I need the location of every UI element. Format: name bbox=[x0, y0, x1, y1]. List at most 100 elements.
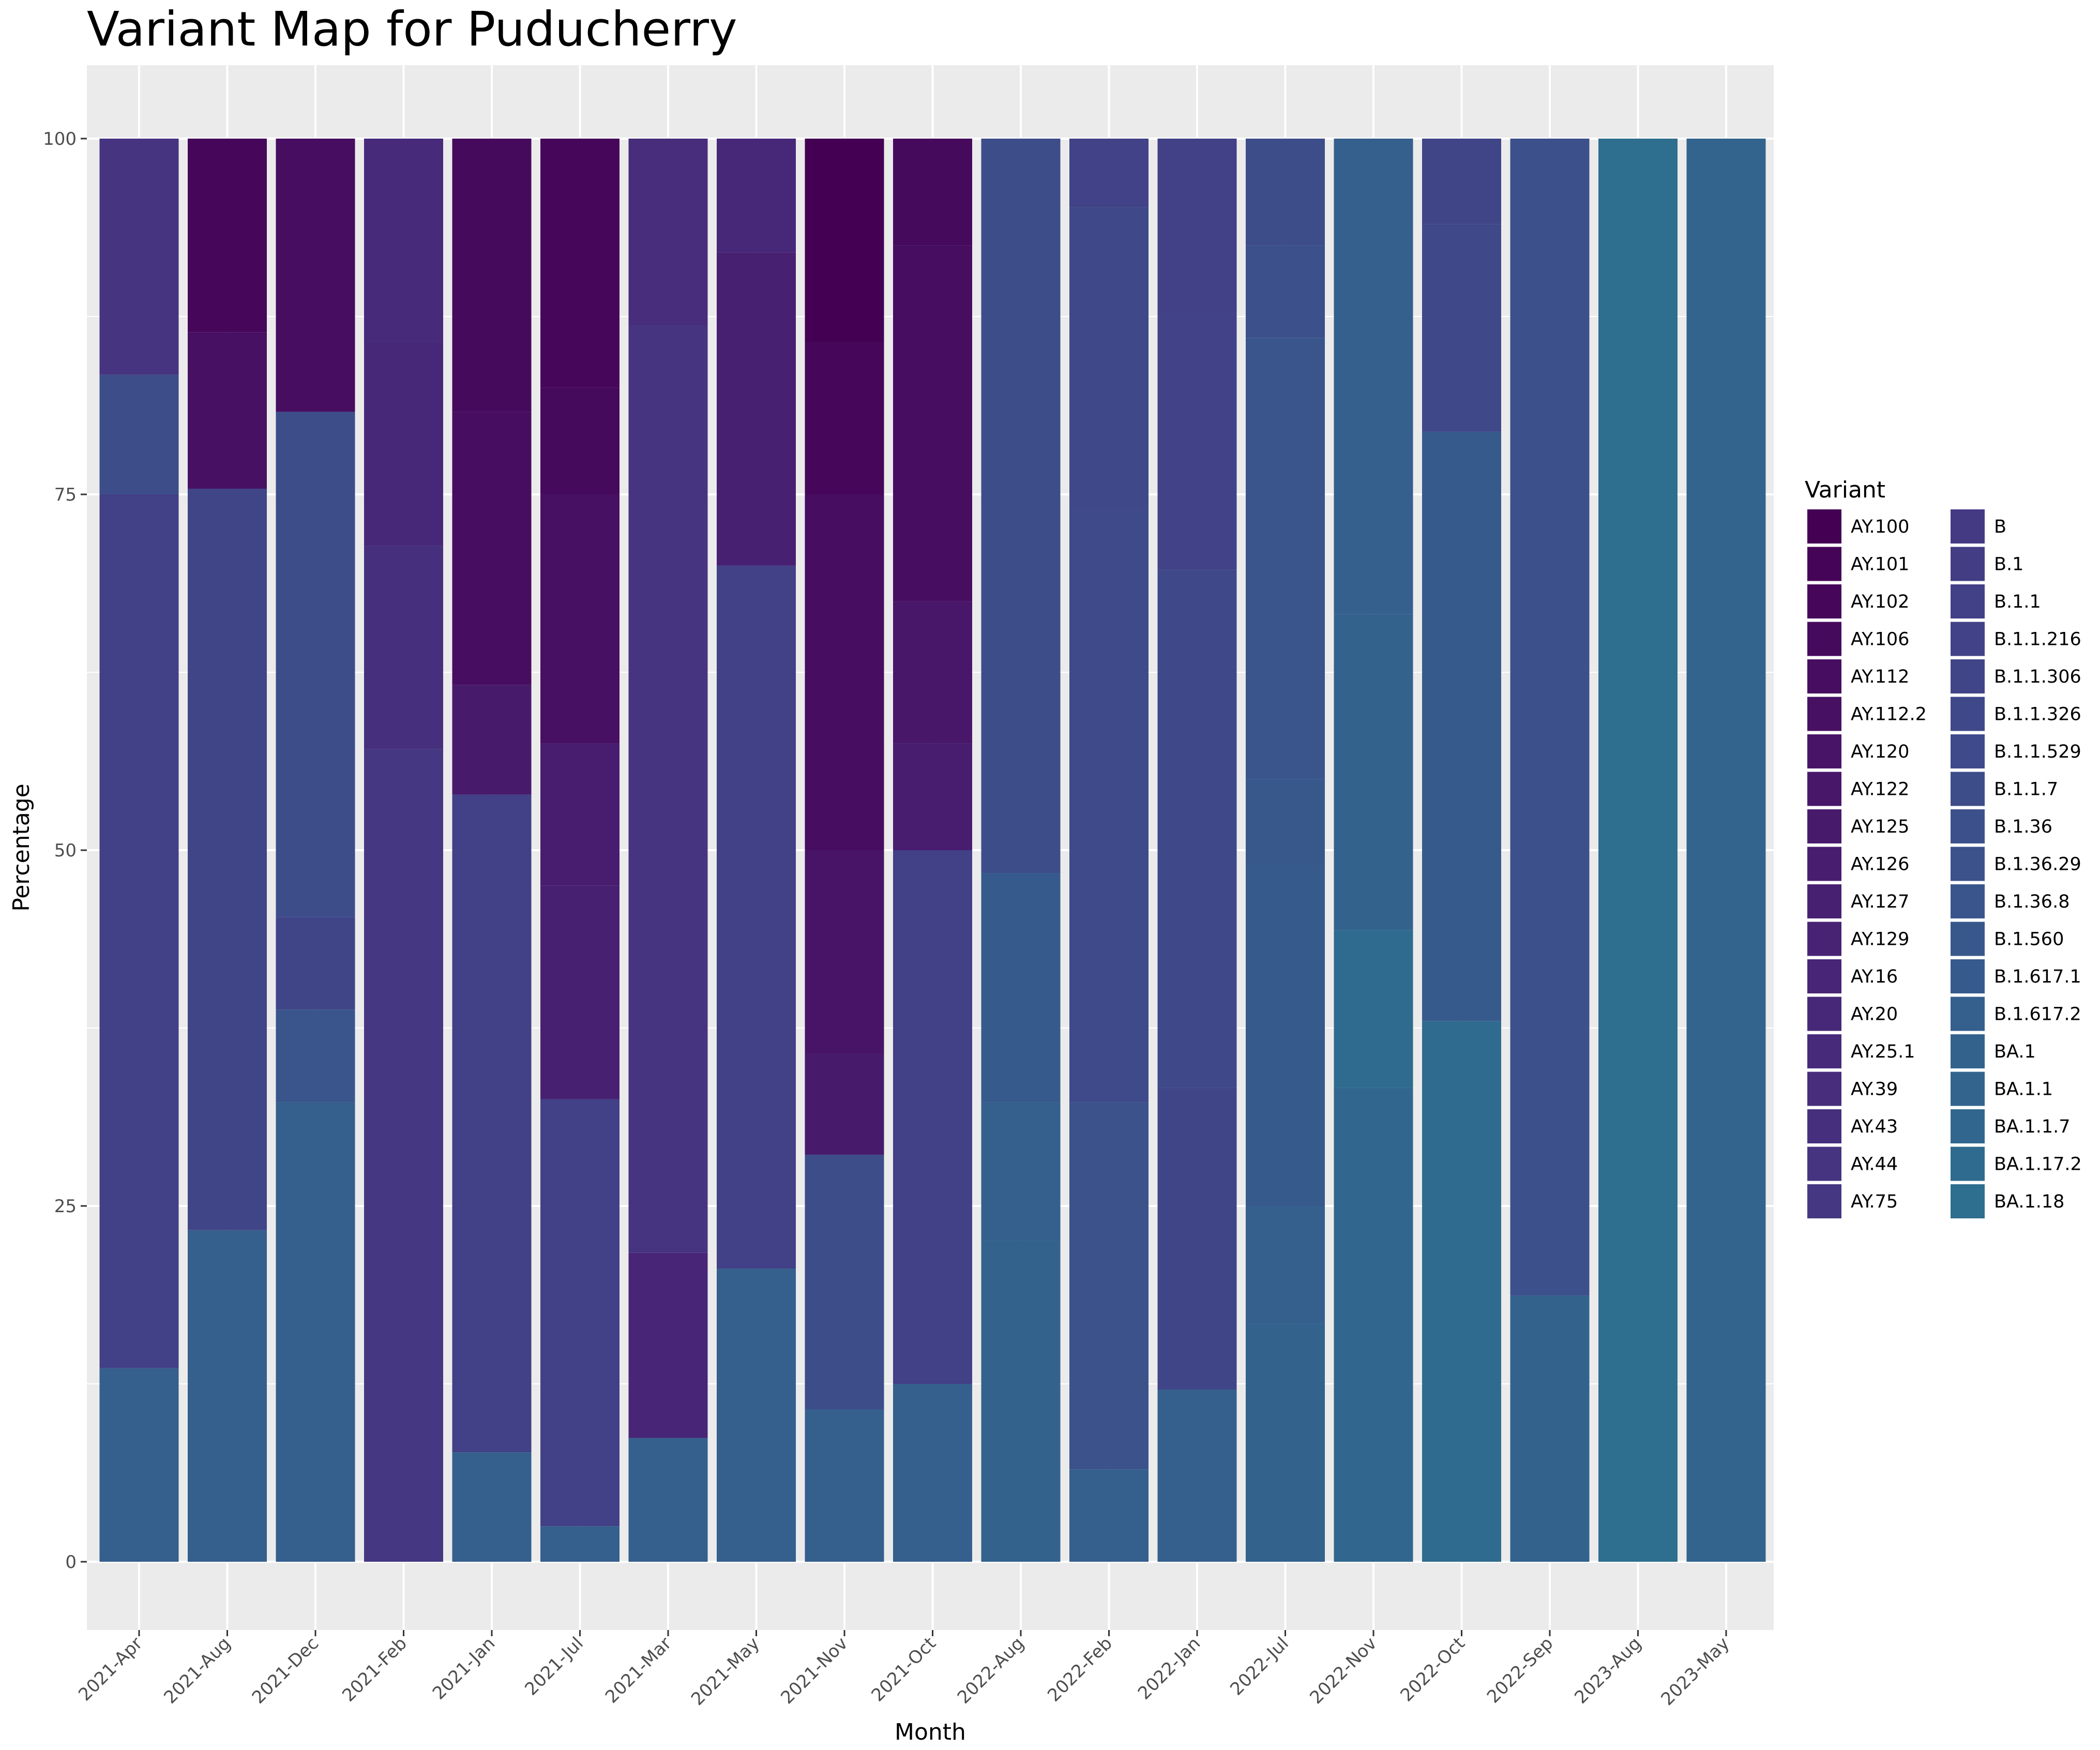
bar-segment-2021-nov-ay-100 bbox=[805, 139, 884, 342]
legend-key-ay-112-2 bbox=[1807, 697, 1841, 731]
bar-segment-2022-jan-b-1-617-2 bbox=[1157, 1390, 1237, 1562]
y-tick-label: 0 bbox=[65, 1552, 77, 1573]
bar-segment-2021-apr-b-1-1 bbox=[99, 494, 179, 1368]
bar-segment-2021-aug-b-1-1-306 bbox=[188, 488, 267, 1230]
legend-label-ay-106: AY.106 bbox=[1851, 629, 1909, 650]
legend-key-ba-1-1 bbox=[1951, 1072, 1985, 1106]
bar-segment-2021-jan-b-1-1 bbox=[452, 794, 532, 1453]
legend-label-ba-1-17-2: BA.1.17.2 bbox=[1994, 1154, 2082, 1175]
legend-label-b-1-36-29: B.1.36.29 bbox=[1994, 854, 2081, 875]
bar-segment-2021-jul-ay-102 bbox=[540, 139, 620, 388]
legend-key-b-1 bbox=[1951, 547, 1985, 581]
bar-segment-2021-jul-b-1-1 bbox=[540, 1099, 620, 1527]
legend-label-b-1-1-326: B.1.1.326 bbox=[1994, 704, 2081, 725]
bar-segment-2022-aug-b-1-617-1 bbox=[981, 873, 1061, 1103]
legend-label-ay-25-1: AY.25.1 bbox=[1851, 1042, 1915, 1062]
legend-label-ay-125: AY.125 bbox=[1851, 817, 1909, 837]
legend-key-ay-20 bbox=[1807, 997, 1841, 1031]
legend-key-ay-101 bbox=[1807, 547, 1841, 581]
legend-label-b-1-1-306: B.1.1.306 bbox=[1994, 667, 2081, 687]
bar-segment-2022-jan-b-1-1-216 bbox=[1157, 310, 1237, 570]
bars bbox=[99, 139, 1766, 1562]
bar-segment-2021-feb-ay-75 bbox=[364, 749, 443, 1562]
bar-segment-2021-may-ay-127 bbox=[717, 252, 796, 566]
bar-segment-2022-oct-b-1-617-1 bbox=[1422, 431, 1501, 1021]
bar-segment-2021-apr-ay-44 bbox=[99, 139, 179, 375]
bar-segment-2022-jul-b-1-617-2 bbox=[1246, 1206, 1325, 1324]
legend-key-ay-125 bbox=[1807, 809, 1841, 843]
legend-label-b-1: B.1 bbox=[1994, 554, 2023, 575]
legend-label-ay-126: AY.126 bbox=[1851, 854, 1909, 875]
bar-segment-2022-feb-b-1-1-326 bbox=[1069, 207, 1149, 506]
bar-segment-2022-oct-b-1-1-326 bbox=[1422, 224, 1501, 432]
legend-label-ay-16: AY.16 bbox=[1851, 967, 1898, 987]
bar-segment-2021-feb-ay-20 bbox=[364, 342, 443, 546]
bar-segment-2021-nov-b-1-1-7 bbox=[805, 1154, 884, 1410]
bar-segment-2021-mar-ay-44 bbox=[628, 325, 708, 1253]
legend-key-b-1-1-216 bbox=[1951, 622, 1985, 656]
chart-title: Variant Map for Puducherry bbox=[87, 2, 737, 57]
bar-segment-2021-aug-ay-102 bbox=[188, 139, 267, 333]
legend-key-b-1-36 bbox=[1951, 809, 1985, 843]
legend-label-b-1-1-529: B.1.1.529 bbox=[1994, 742, 2081, 762]
bar-segment-2022-jul-b-1-36-8 bbox=[1246, 338, 1325, 779]
legend-key-ay-43 bbox=[1807, 1109, 1841, 1143]
legend-label-ay-100: AY.100 bbox=[1851, 517, 1909, 537]
bar-segment-2021-oct-ay-122 bbox=[893, 601, 972, 744]
bar-segment-2021-nov-ay-120 bbox=[805, 850, 884, 1054]
legend-label-b-1-617-1: B.1.617.1 bbox=[1994, 967, 2081, 987]
bar-segment-2023-may-ba-1-1 bbox=[1686, 139, 1766, 1562]
bar-segment-2022-nov-b-1-617-2 bbox=[1334, 139, 1413, 614]
x-axis-title: Month bbox=[895, 1719, 966, 1745]
legend-key-ay-112 bbox=[1807, 659, 1841, 693]
bar-segment-2022-jul-ba-1 bbox=[1246, 1324, 1325, 1562]
legend-key-b-1-1-306 bbox=[1951, 659, 1985, 693]
bar-segment-2021-oct-ay-112 bbox=[893, 245, 972, 601]
legend-label-b-1-560: B.1.560 bbox=[1994, 929, 2064, 950]
bar-segment-2021-jan-ay-106 bbox=[452, 139, 532, 412]
legend-label-ay-112-2: AY.112.2 bbox=[1851, 704, 1927, 725]
y-tick-label: 100 bbox=[43, 129, 77, 149]
bar-segment-2021-oct-b-1-1 bbox=[893, 850, 972, 1384]
legend-label-ba-1-18: BA.1.18 bbox=[1994, 1191, 2064, 1212]
bar-segment-2021-nov-ay-102 bbox=[805, 342, 884, 494]
bar-segment-2022-jul-b-1-1-7 bbox=[1246, 139, 1325, 246]
legend-label-b-1-1-216: B.1.1.216 bbox=[1994, 629, 2081, 650]
legend-key-ay-100 bbox=[1807, 509, 1841, 544]
legend-label-ay-75: AY.75 bbox=[1851, 1191, 1898, 1212]
legend-key-b-1-617-2 bbox=[1951, 997, 1985, 1031]
y-tick-label: 75 bbox=[54, 485, 77, 505]
legend-key-b-1-617-1 bbox=[1951, 959, 1985, 993]
bar-segment-2021-jan-b-1-617-2 bbox=[452, 1452, 532, 1562]
legend-key-b-1-1-529 bbox=[1951, 734, 1985, 768]
y-tick-label: 25 bbox=[54, 1196, 77, 1217]
legend-label-ay-122: AY.122 bbox=[1851, 779, 1909, 800]
bar-segment-2021-may-b-1-1 bbox=[717, 565, 796, 1269]
bar-segment-2022-nov-ba-1-17-2 bbox=[1334, 930, 1413, 1088]
bar-segment-2022-feb-b-1-617-2 bbox=[1069, 1469, 1149, 1562]
legend-label-ay-102: AY.102 bbox=[1851, 592, 1909, 612]
legend-key-ay-25-1 bbox=[1807, 1034, 1841, 1068]
legend-key-ay-39 bbox=[1807, 1072, 1841, 1106]
legend-label-b-1-1: B.1.1 bbox=[1994, 592, 2041, 612]
legend-key-ay-126 bbox=[1807, 847, 1841, 881]
bar-segment-2022-feb-b-1-1-216 bbox=[1069, 139, 1149, 207]
bar-segment-2022-jul-b-1-560 bbox=[1246, 779, 1325, 865]
legend-key-b bbox=[1951, 509, 1985, 544]
legend-key-b-1-1-326 bbox=[1951, 697, 1985, 731]
bar-segment-2021-apr-b-1-617-2 bbox=[99, 1368, 179, 1562]
bar-segment-2022-oct-ba-1-17-2 bbox=[1422, 1021, 1501, 1562]
bar-segment-2022-jul-b-1-617-1 bbox=[1246, 864, 1325, 1206]
bar-segment-2021-mar-b-1-617-2 bbox=[628, 1438, 708, 1562]
legend-label-ay-127: AY.127 bbox=[1851, 892, 1909, 912]
bar-segment-2021-feb-ay-43 bbox=[364, 546, 443, 749]
legend-label-ba-1-1-7: BA.1.1.7 bbox=[1994, 1117, 2071, 1137]
y-axis-title: Percentage bbox=[8, 783, 35, 912]
legend-label-ay-39: AY.39 bbox=[1851, 1079, 1898, 1100]
legend-key-ay-16 bbox=[1807, 959, 1841, 993]
bar-segment-2022-feb-b-1-36-29 bbox=[1069, 1102, 1149, 1470]
bar-segment-2022-jan-b-1-1-306 bbox=[1157, 1088, 1237, 1390]
bar-segment-2021-may-b-1-617-2 bbox=[717, 1269, 796, 1562]
legend-label-b-1-36-8: B.1.36.8 bbox=[1994, 892, 2069, 912]
